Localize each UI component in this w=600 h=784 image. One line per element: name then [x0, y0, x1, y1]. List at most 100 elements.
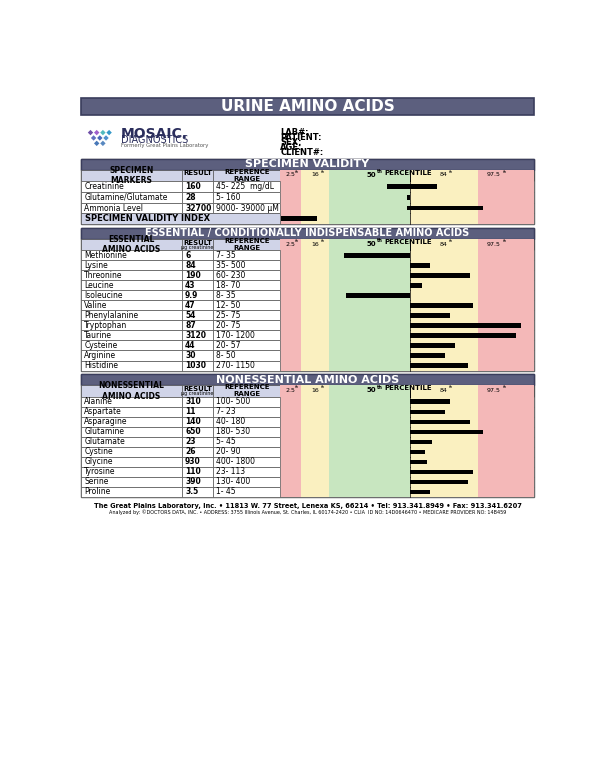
Text: 84: 84	[185, 261, 196, 270]
Text: th: th	[295, 385, 299, 389]
Bar	[81, 181, 534, 192]
Bar	[410, 323, 521, 328]
Bar	[213, 385, 280, 397]
Bar	[478, 340, 534, 350]
Bar	[410, 400, 450, 404]
Bar	[301, 239, 329, 250]
Bar	[478, 169, 534, 181]
Bar	[478, 350, 534, 361]
Bar	[410, 385, 478, 397]
Bar	[478, 361, 534, 371]
Bar	[81, 457, 534, 466]
Text: REFERENCE
RANGE: REFERENCE RANGE	[224, 238, 269, 251]
Text: 16: 16	[311, 388, 319, 393]
Text: 140: 140	[185, 417, 201, 426]
Bar	[81, 397, 534, 407]
Text: th: th	[320, 385, 325, 389]
Bar	[81, 300, 182, 310]
Text: 9000- 39000 μM: 9000- 39000 μM	[216, 204, 279, 212]
Bar	[329, 407, 410, 417]
Text: Phenylalanine: Phenylalanine	[84, 311, 139, 320]
Bar	[410, 430, 483, 434]
Bar	[410, 417, 478, 426]
Text: REFERENCE
RANGE: REFERENCE RANGE	[224, 384, 269, 397]
Bar	[410, 409, 445, 414]
Text: RESULT: RESULT	[183, 386, 212, 392]
Bar	[329, 350, 410, 361]
Text: Threonine: Threonine	[84, 271, 123, 280]
Text: 2.5: 2.5	[286, 241, 295, 246]
Text: 23- 113: 23- 113	[216, 467, 245, 476]
Bar	[329, 447, 410, 457]
Bar	[301, 397, 329, 407]
Bar	[478, 407, 534, 417]
Bar	[213, 437, 280, 447]
Bar	[478, 310, 534, 321]
Bar	[478, 181, 534, 192]
Bar	[329, 310, 410, 321]
Bar	[478, 466, 534, 477]
Text: 87: 87	[185, 321, 196, 330]
Text: 400- 1800: 400- 1800	[216, 457, 255, 466]
Bar	[81, 158, 534, 224]
Bar	[213, 477, 280, 487]
Bar	[410, 350, 478, 361]
Bar	[410, 489, 430, 494]
Text: 30: 30	[185, 351, 196, 360]
Bar	[280, 250, 301, 260]
Bar	[81, 437, 534, 447]
Bar	[81, 426, 534, 437]
Bar	[301, 385, 329, 397]
Bar	[81, 213, 534, 224]
Bar	[280, 290, 301, 300]
Text: 40- 180: 40- 180	[216, 417, 245, 426]
Bar	[213, 310, 280, 321]
Bar	[329, 385, 410, 397]
Text: Proline: Proline	[84, 488, 110, 496]
Bar	[478, 270, 534, 281]
Bar	[329, 213, 410, 224]
Bar	[213, 457, 280, 466]
Bar	[329, 426, 410, 437]
Bar	[81, 281, 534, 290]
Bar	[478, 477, 534, 487]
Bar	[81, 192, 182, 202]
Bar	[81, 361, 182, 371]
Text: PERCENTILE: PERCENTILE	[385, 170, 432, 176]
Text: 12- 50: 12- 50	[216, 301, 241, 310]
Text: 28: 28	[185, 193, 196, 201]
Text: 930: 930	[185, 457, 201, 466]
Text: 190: 190	[185, 271, 201, 280]
Bar	[81, 159, 534, 169]
Bar	[280, 487, 301, 497]
Text: Formerly Great Plains Laboratory: Formerly Great Plains Laboratory	[121, 143, 208, 148]
Polygon shape	[94, 140, 100, 146]
Bar	[213, 281, 280, 290]
Text: PATIENT:: PATIENT:	[280, 133, 322, 142]
Bar	[280, 239, 301, 250]
Bar	[213, 290, 280, 300]
Bar	[410, 270, 478, 281]
Bar	[182, 290, 213, 300]
Bar	[213, 487, 280, 497]
Bar	[182, 350, 213, 361]
Bar	[280, 181, 301, 192]
Text: Analyzed by: ©DOCTORS DATA, INC. • ADDRESS: 3755 Illinois Avenue, St. Charles, I: Analyzed by: ©DOCTORS DATA, INC. • ADDRE…	[109, 510, 506, 515]
Text: 50: 50	[366, 172, 376, 178]
Text: Valine: Valine	[84, 301, 107, 310]
Bar	[81, 331, 182, 340]
Text: 650: 650	[185, 427, 200, 436]
Text: PERCENTILE: PERCENTILE	[385, 386, 432, 391]
Text: 43: 43	[185, 281, 196, 290]
Text: 8- 50: 8- 50	[216, 351, 236, 360]
Bar	[213, 407, 280, 417]
Text: SEX:: SEX:	[280, 138, 302, 147]
Bar	[81, 270, 534, 281]
Text: SPECIMEN VALIDITY: SPECIMEN VALIDITY	[245, 159, 370, 169]
Bar	[410, 343, 455, 347]
Bar	[301, 213, 329, 224]
Text: 11: 11	[185, 407, 196, 416]
Text: Cysteine: Cysteine	[84, 341, 118, 350]
Bar	[81, 487, 182, 497]
Bar	[410, 426, 478, 437]
